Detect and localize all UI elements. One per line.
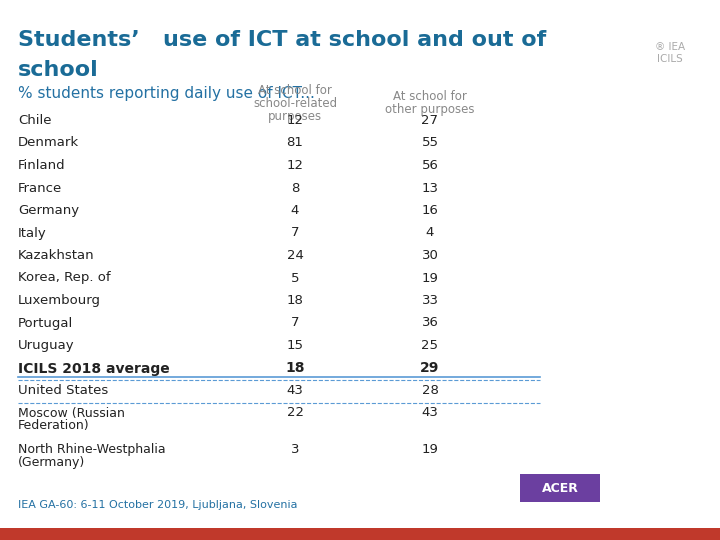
Text: Portugal: Portugal [18,316,73,329]
Text: At school for: At school for [258,84,332,97]
Text: 7: 7 [291,226,300,240]
Text: 22: 22 [287,407,304,420]
Text: United States: United States [18,384,108,397]
Text: ACER: ACER [541,482,578,495]
Text: 7: 7 [291,316,300,329]
Text: Moscow (Russian: Moscow (Russian [18,407,125,420]
Text: 24: 24 [287,249,303,262]
Text: At school for: At school for [393,90,467,103]
Text: Kazakhstan: Kazakhstan [18,249,94,262]
Text: 30: 30 [422,249,438,262]
Text: 36: 36 [422,316,438,329]
Text: 55: 55 [421,137,438,150]
Text: Korea, Rep. of: Korea, Rep. of [18,272,111,285]
Text: 29: 29 [420,361,440,375]
Text: 56: 56 [422,159,438,172]
Text: 19: 19 [422,443,438,456]
Text: 28: 28 [422,384,438,397]
Text: Denmark: Denmark [18,137,79,150]
Text: North Rhine-Westphalia: North Rhine-Westphalia [18,443,166,456]
Text: (Germany): (Germany) [18,456,85,469]
Text: Federation): Federation) [18,420,89,433]
Text: other purposes: other purposes [385,103,474,116]
Text: % students reporting daily use of ICT...: % students reporting daily use of ICT... [18,86,315,101]
Text: ® IEA
ICILS: ® IEA ICILS [655,42,685,64]
Text: 12: 12 [287,114,304,127]
Text: 43: 43 [422,407,438,420]
Text: 16: 16 [422,204,438,217]
Text: 43: 43 [287,384,303,397]
Text: 25: 25 [421,339,438,352]
Text: 18: 18 [287,294,303,307]
Text: school: school [18,60,99,80]
Text: Germany: Germany [18,204,79,217]
Text: 8: 8 [291,181,300,194]
Text: 18: 18 [285,361,305,375]
Text: Chile: Chile [18,114,52,127]
Text: Students’   use of ICT at school and out of: Students’ use of ICT at school and out o… [18,30,546,50]
Text: purposes: purposes [268,110,322,123]
Bar [520,474,600,502]
Text: 3: 3 [291,443,300,456]
Text: Finland: Finland [18,159,66,172]
Text: 15: 15 [287,339,304,352]
Bar [0,528,720,540]
Text: 12: 12 [287,159,304,172]
Text: Luxembourg: Luxembourg [18,294,101,307]
Text: 27: 27 [421,114,438,127]
Text: France: France [18,181,62,194]
Text: Italy: Italy [18,226,47,240]
Text: 33: 33 [421,294,438,307]
Text: ICILS 2018 average: ICILS 2018 average [18,361,170,375]
Text: 13: 13 [421,181,438,194]
Text: IEA GA-60: 6-11 October 2019, Ljubljana, Slovenia: IEA GA-60: 6-11 October 2019, Ljubljana,… [18,500,297,510]
Text: school-related: school-related [253,97,337,110]
Text: 4: 4 [291,204,300,217]
Text: 19: 19 [422,272,438,285]
Text: 81: 81 [287,137,303,150]
Text: Uruguay: Uruguay [18,339,75,352]
Text: 5: 5 [291,272,300,285]
Text: 4: 4 [426,226,434,240]
